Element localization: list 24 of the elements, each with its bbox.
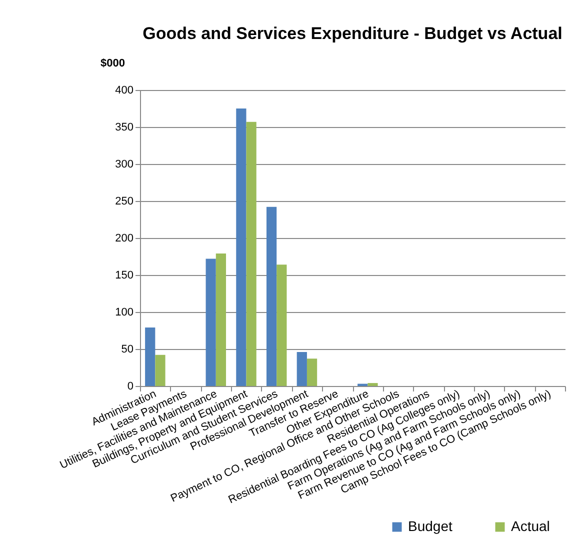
y-tick-label: 250: [115, 196, 134, 208]
y-tick-label: 200: [115, 232, 134, 244]
y-tick-label: 300: [115, 158, 134, 170]
bar: [296, 352, 307, 386]
bar: [266, 206, 277, 386]
chart-title: Goods and Services Expenditure - Budget vs Actual: [142, 24, 562, 43]
y-tick-label: 400: [115, 84, 134, 96]
bar: [276, 264, 287, 386]
bar: [216, 254, 226, 386]
y-tick-label: 100: [115, 306, 134, 318]
bar: [206, 258, 216, 386]
y-tick-label: 50: [121, 344, 134, 356]
y-tick-label: 150: [115, 270, 134, 282]
y-axis-title: $000: [100, 58, 125, 70]
bar: [306, 358, 318, 386]
y-tick-label: 0: [127, 380, 134, 392]
bar: [368, 383, 378, 386]
bar: [145, 328, 156, 386]
bar: [236, 108, 246, 386]
bar: [246, 122, 256, 386]
legend-label: Budget: [408, 518, 452, 534]
bar: [155, 354, 166, 386]
y-tick-label: 350: [115, 122, 134, 134]
legend-label: Actual: [511, 518, 550, 534]
